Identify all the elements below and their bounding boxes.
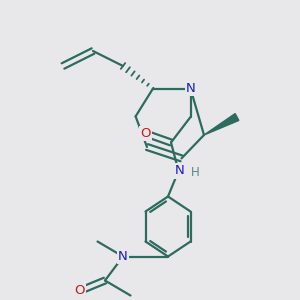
Text: N: N [186,82,195,95]
Polygon shape [204,114,239,135]
Text: H: H [190,166,200,179]
Text: N: N [118,250,128,263]
Text: O: O [74,284,85,298]
Text: O: O [140,127,151,140]
Text: N: N [175,164,185,178]
